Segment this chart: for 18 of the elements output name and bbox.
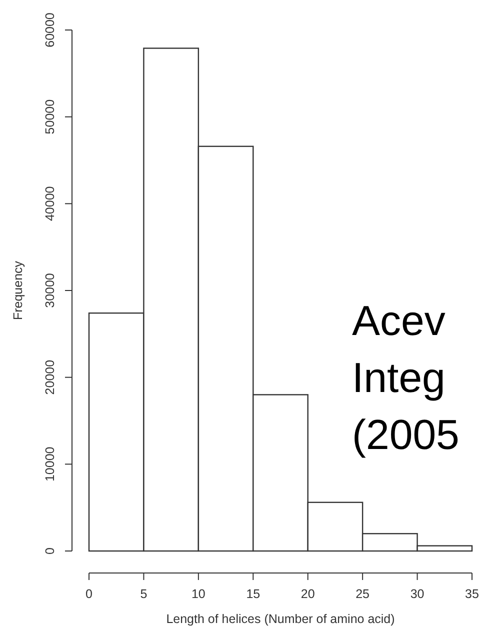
y-tick-label: 50000 [43, 99, 57, 134]
y-tick-label: 40000 [43, 186, 57, 222]
y-tick-label: 10000 [43, 446, 57, 482]
y-tick-label: 30000 [43, 273, 57, 308]
x-tick-label: 35 [465, 587, 479, 601]
x-tick-label: 25 [356, 587, 370, 601]
y-tick-label: 60000 [43, 12, 57, 48]
x-axis-title: Length of helices (Number of amino acid) [166, 612, 395, 626]
y-tick-label: 20000 [43, 360, 57, 395]
x-tick-label: 15 [246, 587, 260, 601]
annotation: Acev Integ (2005 [352, 297, 460, 458]
x-tick-label: 30 [410, 587, 424, 601]
x-tick-label: 5 [140, 587, 148, 601]
x-tick-label: 20 [300, 587, 315, 601]
y-axis-title: Frequency [11, 260, 25, 320]
x-tick-label: 10 [191, 587, 206, 601]
y-tick-label: 0 [43, 547, 57, 554]
x-tick-label: 0 [86, 587, 93, 601]
